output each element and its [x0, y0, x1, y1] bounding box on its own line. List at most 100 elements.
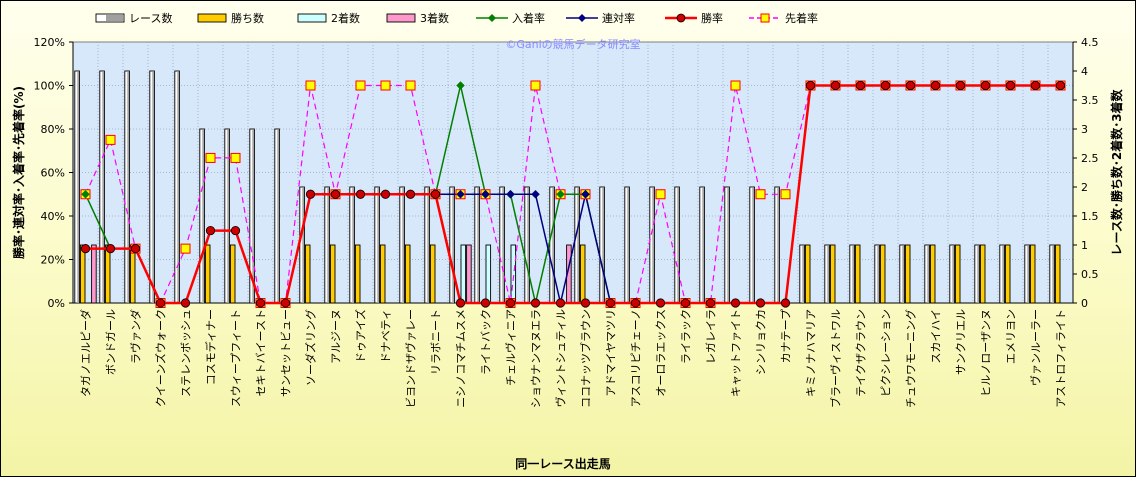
- bar-race-count-shade: [627, 188, 629, 303]
- category-label: アストロフィライト: [1055, 309, 1068, 408]
- bar-race-count-shade: [427, 188, 429, 303]
- category-label: チェルヴィニア: [504, 309, 518, 386]
- bar-race-count: [1049, 244, 1055, 304]
- legend-swatch: [197, 13, 227, 23]
- bar-race-count-shade: [552, 188, 554, 303]
- bar-race-count: [449, 186, 455, 304]
- legend-label: 2着数: [331, 11, 360, 25]
- category-label: ビヨンドザヴァレー: [404, 309, 418, 408]
- bar-race-count-shade: [952, 246, 954, 303]
- bar-win-count: [804, 244, 811, 304]
- marker-win-rate: [930, 80, 941, 91]
- bar-win-count: [954, 244, 961, 304]
- category-label: リラボニート: [430, 309, 443, 375]
- marker-win-rate: [355, 189, 366, 199]
- bar-win-count: [79, 244, 86, 304]
- bar-race-count: [849, 244, 855, 304]
- bar-race-count: [949, 244, 955, 304]
- bar-third-count: [466, 244, 472, 304]
- bar-race-count: [199, 128, 205, 304]
- category-label: セキトバイースト: [255, 309, 268, 396]
- legend-label: 先着率: [785, 11, 818, 25]
- bar-race-count-shade: [727, 188, 729, 303]
- marker-ahead-rate: [205, 152, 216, 163]
- category-label: ソーダズリング: [304, 309, 318, 386]
- category-label: サンセットビュー: [280, 309, 293, 397]
- category-label: ライトバック: [480, 309, 493, 375]
- bar-race-count-shade: [902, 246, 904, 303]
- left-tick-label: 120%: [34, 36, 65, 49]
- category-label: カナテープ: [780, 309, 793, 363]
- right-tick-label: 2: [1081, 181, 1088, 194]
- marker-win-rate: [1055, 80, 1066, 91]
- category-label: ショウナンマヌエラ: [530, 309, 543, 408]
- marker-win-rate: [130, 244, 141, 254]
- bar-win-count: [404, 244, 411, 304]
- bar-race-count: [124, 70, 130, 304]
- bar-win-count: [854, 244, 861, 304]
- marker-ahead-rate: [380, 80, 391, 91]
- category-label: ラヴァンダ: [129, 309, 143, 364]
- right-tick-label: 0: [1081, 297, 1088, 310]
- marker-ahead-rate: [230, 152, 241, 163]
- left-tick-label: 40%: [41, 210, 65, 223]
- category-label: ヴィントシュティル: [554, 309, 568, 407]
- marker-win-rate: [880, 80, 891, 91]
- right-tick-label: 4: [1081, 65, 1088, 78]
- category-label: キャットファイト: [730, 309, 743, 397]
- marker-place-rate: [556, 189, 565, 199]
- marker-win-rate: [780, 298, 791, 308]
- bar-win-count: [104, 244, 111, 304]
- right-axis-title: レース数･勝ち数･2着数･3着数: [1109, 88, 1124, 255]
- marker-win-rate: [80, 244, 91, 254]
- marker-quinella-rate: [506, 189, 515, 199]
- bar-race-count: [899, 244, 905, 304]
- bar-race-count: [324, 186, 330, 304]
- marker-win-rate: [680, 298, 691, 308]
- marker-win-rate: [630, 298, 641, 308]
- category-label: ピクシレーション: [880, 309, 893, 397]
- category-label: ヴァンルーラー: [1029, 309, 1043, 386]
- marker-win-rate: [855, 80, 866, 91]
- bar-race-count: [149, 70, 155, 304]
- bar-win-count: [204, 244, 211, 304]
- right-tick-label: 3: [1081, 123, 1088, 136]
- bar-race-count-shade: [302, 188, 304, 303]
- right-tick-label: 3.5: [1081, 94, 1099, 107]
- bar-race-count-shade: [152, 72, 154, 303]
- marker-win-rate: [730, 298, 741, 308]
- bar-race-count-shade: [1052, 246, 1054, 303]
- marker-win-rate: [430, 189, 441, 199]
- marker-ahead-rate: [780, 189, 791, 200]
- left-tick-label: 80%: [41, 123, 65, 136]
- right-tick-label: 4.5: [1081, 36, 1099, 49]
- bar-race-count: [399, 186, 405, 304]
- bar-race-count-shade: [852, 246, 854, 303]
- bar-race-count: [224, 128, 230, 304]
- marker-win-rate: [1005, 80, 1016, 91]
- bar-race-count-shade: [377, 188, 379, 303]
- bar-third-count: [91, 244, 97, 304]
- marker-win-rate: [405, 189, 416, 199]
- bar-win-count: [379, 244, 386, 304]
- marker-win-rate: [280, 298, 291, 308]
- bar-win-count: [1029, 244, 1036, 304]
- bar-win-count: [879, 244, 886, 304]
- bar-race-count-shade: [1002, 246, 1004, 303]
- marker-ahead-rate: [305, 80, 316, 91]
- bar-win-count: [354, 244, 361, 304]
- legend-label: レース数: [129, 12, 172, 25]
- marker-win-rate: [905, 80, 916, 91]
- bar-race-count-shade: [652, 188, 654, 303]
- bar-race-count-shade: [327, 188, 329, 303]
- bar-race-count-shade: [602, 188, 604, 303]
- bar-race-count: [1024, 244, 1030, 304]
- bar-race-count: [424, 186, 430, 304]
- bar-race-count: [74, 70, 80, 304]
- bar-second-count: [460, 244, 467, 304]
- marker-win-rate: [305, 189, 316, 199]
- bar-win-count: [1004, 244, 1011, 304]
- bar-race-count-shade: [877, 246, 879, 303]
- legend-swatch: [386, 13, 416, 23]
